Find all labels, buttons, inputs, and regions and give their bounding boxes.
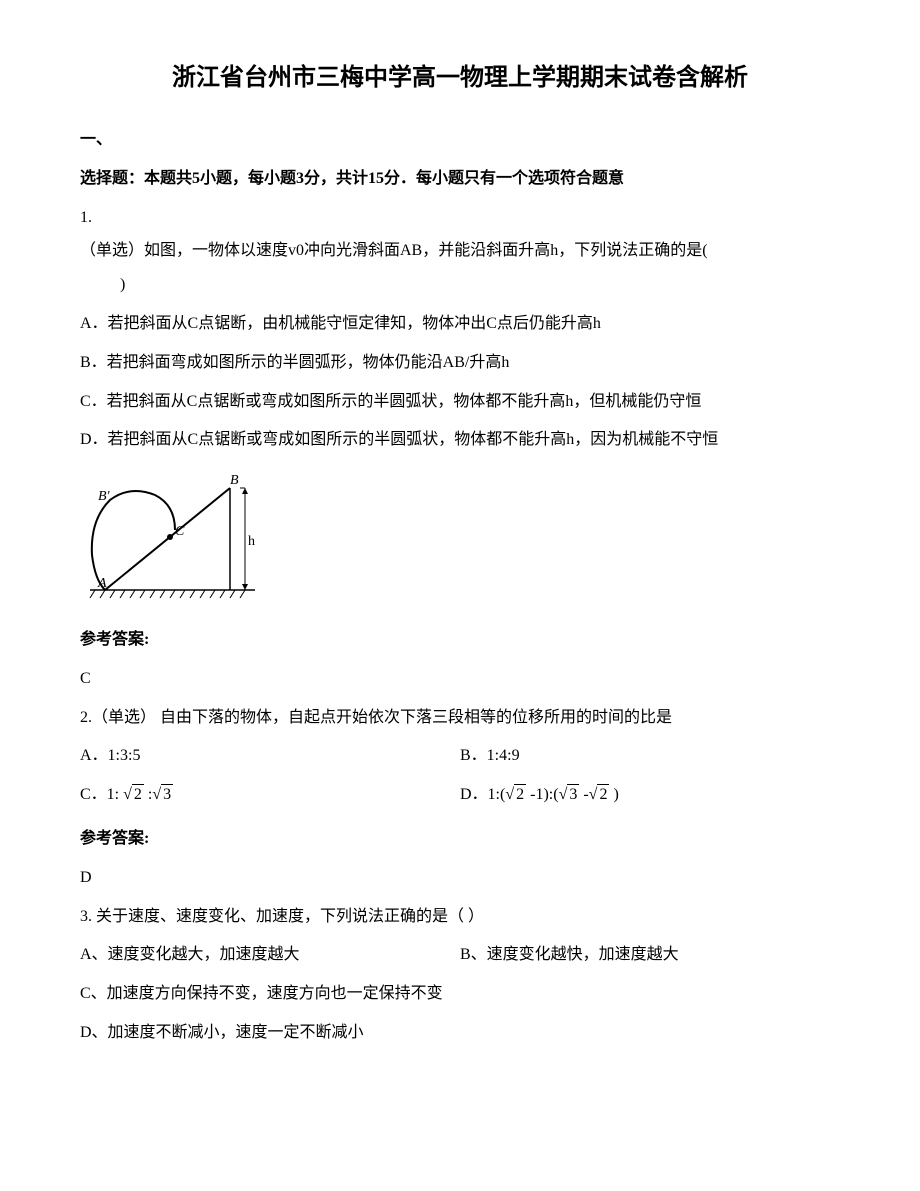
q1-number: 1. xyxy=(80,204,840,233)
section-1-num: 一、 xyxy=(80,126,840,155)
q3-option-a: A、速度变化越大，加速度越大 xyxy=(80,941,460,970)
q2-option-a: A．1:3:5 xyxy=(80,742,460,771)
q2-answer: D xyxy=(80,864,840,893)
diagram-label-h: h xyxy=(248,534,255,549)
q1-answer-label: 参考答案: xyxy=(80,626,840,655)
q2-option-d: D．1:(2 -1):(3 -2 ) xyxy=(460,781,840,810)
diagram-label-a: A xyxy=(97,576,107,591)
q2-answer-label: 参考答案: xyxy=(80,825,840,854)
q1-option-c: C．若把斜面从C点锯断或弯成如图所示的半圆弧状，物体都不能升高h，但机械能仍守恒 xyxy=(80,388,840,417)
q1-diagram: A B B' C h xyxy=(80,470,840,611)
q3-option-b: B、速度变化越快，加速度越大 xyxy=(460,941,840,970)
q2-option-c: C．1: 2 :3 xyxy=(80,781,460,810)
q1-option-b: B．若把斜面弯成如图所示的半圆弧形，物体仍能沿AB/升高h xyxy=(80,349,840,378)
diagram-label-c: C xyxy=(175,524,185,539)
q1-option-d: D．若把斜面从C点锯断或弯成如图所示的半圆弧状，物体都不能升高h，因为机械能不守… xyxy=(80,426,840,455)
q3-option-c: C、加速度方向保持不变，速度方向也一定保持不变 xyxy=(80,980,840,1009)
q1-option-a: A．若把斜面从C点锯断，由机械能守恒定律知，物体冲出C点后仍能升高h xyxy=(80,310,840,339)
q3-option-d: D、加速度不断减小，速度一定不断减小 xyxy=(80,1019,840,1048)
diagram-label-bprime: B' xyxy=(98,489,111,504)
diagram-label-b: B xyxy=(230,473,239,488)
document-title: 浙江省台州市三梅中学高一物理上学期期末试卷含解析 xyxy=(80,60,840,96)
q3-text: 3. 关于速度、速度变化、加速度，下列说法正确的是（ ） xyxy=(80,903,840,932)
section-1-header: 选择题：本题共5小题，每小题3分，共计15分．每小题只有一个选项符合题意 xyxy=(80,165,840,194)
q1-text: （单选）如图，一物体以速度v0冲向光滑斜面AB，并能沿斜面升高h，下列说法正确的… xyxy=(80,237,840,266)
q1-answer: C xyxy=(80,665,840,694)
q1-text-2: ) xyxy=(80,271,840,300)
q2-option-b: B．1:4:9 xyxy=(460,742,840,771)
incline-diagram-svg: A B B' C h xyxy=(80,470,260,600)
q2-text: 2.（单选） 自由下落的物体，自起点开始依次下落三段相等的位移所用的时间的比是 xyxy=(80,704,840,733)
